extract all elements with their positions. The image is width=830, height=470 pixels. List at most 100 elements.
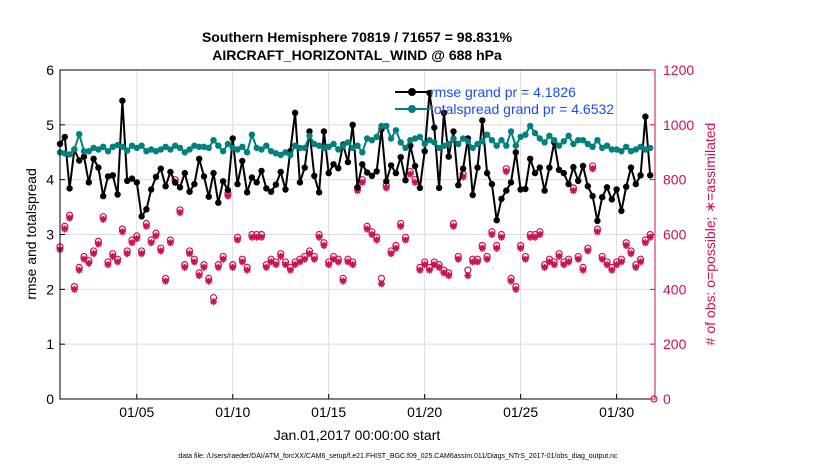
rmse-point bbox=[61, 133, 68, 141]
obs-assimilated-marker bbox=[205, 277, 213, 285]
totalspread-point bbox=[291, 142, 299, 149]
rmse-point bbox=[248, 174, 256, 181]
rmse-point bbox=[243, 189, 251, 196]
y-axis-label: rmse and totalspread bbox=[23, 168, 39, 300]
rmse-point bbox=[95, 164, 102, 171]
rmse-point bbox=[315, 189, 323, 196]
obs-assimilated-marker bbox=[238, 258, 246, 266]
rmse-point bbox=[301, 164, 308, 171]
totalspread-point bbox=[503, 142, 510, 149]
totalspread-point bbox=[200, 143, 208, 150]
rmse-point bbox=[435, 184, 443, 192]
rmse-point bbox=[507, 179, 515, 186]
rmse-point bbox=[133, 179, 140, 186]
rmse-point bbox=[330, 161, 337, 168]
totalspread-point bbox=[243, 149, 251, 156]
obs-assimilated-marker bbox=[214, 263, 222, 271]
rmse-point bbox=[431, 124, 438, 131]
obs-assimilated-marker bbox=[128, 239, 136, 247]
rmse-point bbox=[402, 177, 409, 184]
rmse-point bbox=[114, 191, 121, 198]
totalspread-point bbox=[359, 149, 366, 156]
totalspread-point bbox=[445, 140, 452, 148]
rmse-point bbox=[483, 169, 491, 177]
rmse-point bbox=[229, 135, 236, 142]
rmse-point bbox=[90, 155, 97, 162]
obs-assimilated-marker bbox=[507, 277, 515, 285]
chart-title: Southern Hemisphere 70819 / 71657 = 98.8… bbox=[202, 29, 513, 45]
obs-assimilated-marker bbox=[565, 258, 573, 266]
totalspread-point bbox=[138, 142, 145, 149]
totalspread-point bbox=[618, 148, 625, 155]
obs-assimilated-marker bbox=[541, 263, 549, 271]
obs-assimilated-marker bbox=[401, 236, 409, 244]
rmse-point bbox=[354, 184, 361, 191]
rmse-point bbox=[536, 164, 543, 171]
rmse-point bbox=[387, 162, 395, 169]
totalspread-point bbox=[229, 144, 236, 152]
obs-assimilated-marker bbox=[560, 261, 568, 269]
rmse-point bbox=[647, 172, 654, 179]
rmse-point bbox=[325, 169, 332, 177]
totalspread-point bbox=[560, 138, 567, 145]
obs-assimilated-marker bbox=[66, 214, 74, 222]
totalspread-point bbox=[287, 151, 294, 159]
rmse-point bbox=[253, 179, 260, 186]
obs-assimilated-marker bbox=[162, 277, 170, 285]
totalspread-point bbox=[555, 142, 563, 149]
x-tick-label: 01/15 bbox=[311, 404, 346, 420]
rmse-point bbox=[584, 183, 591, 190]
rmse-line bbox=[59, 92, 652, 221]
rmse-point bbox=[85, 179, 93, 186]
obs-assimilated-marker bbox=[229, 263, 237, 271]
obs-assimilated-marker bbox=[598, 255, 606, 263]
obs-assimilated-marker bbox=[425, 266, 433, 274]
rmse-point bbox=[599, 194, 606, 201]
totalspread-point bbox=[421, 140, 428, 148]
obs-assimilated-marker bbox=[104, 261, 112, 269]
totalspread-point bbox=[311, 140, 318, 148]
x-tick-label: 01/30 bbox=[599, 404, 634, 420]
totalspread-point bbox=[512, 142, 519, 149]
rmse-point bbox=[450, 128, 457, 135]
rmse-point bbox=[349, 121, 356, 128]
obs-assimilated-marker bbox=[138, 250, 146, 258]
obs-assimilated-marker bbox=[296, 258, 304, 266]
totalspread-point bbox=[344, 139, 352, 146]
obs-assimilated-marker bbox=[61, 225, 69, 233]
totalspread-point bbox=[378, 122, 385, 130]
obs-assimilated-marker bbox=[70, 285, 78, 293]
x-axis-ticks: 01/05 01/10 01/15 01/20 01/25 01/30 bbox=[119, 394, 634, 420]
rmse-point bbox=[570, 163, 577, 171]
totalspread-point bbox=[541, 139, 548, 146]
legend-spread-marker bbox=[408, 105, 416, 113]
totalspread-point bbox=[205, 144, 212, 152]
totalspread-point bbox=[459, 135, 467, 142]
totalspread-point bbox=[373, 133, 380, 141]
totalspread-point bbox=[483, 131, 491, 138]
obs-assimilated-marker bbox=[593, 228, 601, 236]
obs-assimilated-marker bbox=[517, 244, 525, 252]
obs-assimilated-marker bbox=[632, 263, 640, 271]
obs-assimilated-marker bbox=[291, 261, 299, 269]
rmse-point bbox=[196, 155, 203, 162]
totalspread-point bbox=[392, 127, 400, 134]
obs-assimilated-marker bbox=[234, 236, 242, 244]
obs-assimilated-marker bbox=[584, 247, 592, 255]
obs-assimilated-marker bbox=[286, 266, 294, 274]
totalspread-point bbox=[349, 144, 356, 152]
obs-assimilated-marker bbox=[411, 178, 419, 186]
rmse-point bbox=[373, 168, 380, 175]
totalspread-point bbox=[191, 142, 198, 149]
rmse-point bbox=[603, 184, 611, 191]
totalspread-point bbox=[416, 133, 424, 141]
y-axis-ticks: 0 1 2 3 4 5 6 bbox=[46, 62, 65, 407]
rmse-point bbox=[205, 193, 212, 200]
rmse-point bbox=[368, 172, 376, 179]
obs-assimilated-marker bbox=[90, 250, 98, 258]
rmse-point bbox=[363, 169, 371, 176]
obs-assimilated-marker bbox=[282, 261, 290, 269]
rmse-point bbox=[541, 187, 548, 194]
totalspread-point bbox=[435, 144, 443, 152]
